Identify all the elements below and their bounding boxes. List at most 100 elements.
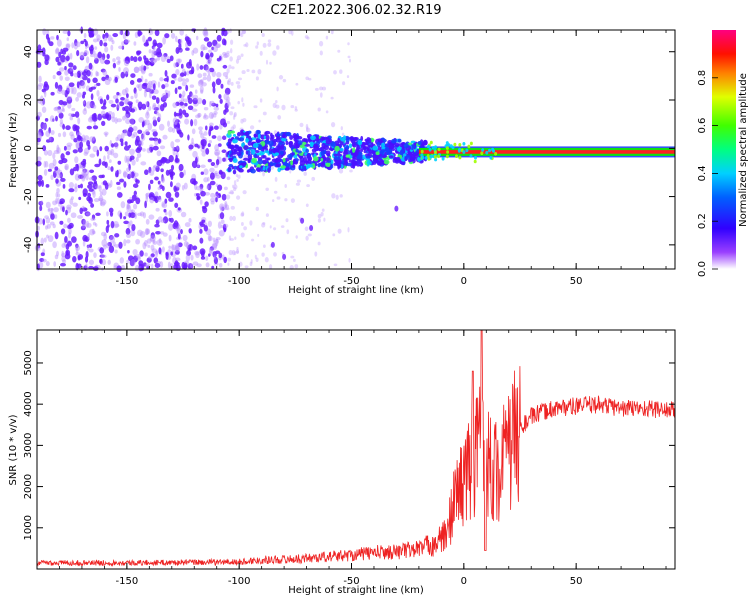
spectrogram-cell (198, 79, 204, 85)
spectrogram-cell (209, 67, 215, 73)
spectrogram-cell (241, 70, 246, 75)
spectrogram-cell (145, 195, 149, 203)
spectrogram-cell (92, 38, 98, 43)
spectrogram-cell (98, 195, 104, 202)
spectrogram-cell (257, 233, 260, 237)
spectrogram-cell (123, 238, 127, 247)
spectrogram-cell (196, 164, 201, 169)
spectrogram-cell (54, 166, 59, 171)
spectrogram-cell (46, 139, 51, 143)
spectrogram-cell (216, 43, 221, 48)
spectrogram-cell (262, 42, 267, 48)
spectrogram-cell (132, 248, 138, 256)
spectrogram-cell (209, 172, 215, 180)
spectrogram-cell (137, 31, 143, 36)
spectrogram-cell (61, 107, 65, 112)
spectrogram-cell (203, 106, 209, 111)
spectrogram-cell (296, 179, 302, 183)
spectrogram-cell (106, 150, 113, 156)
spectrogram-cell (87, 232, 90, 240)
spectrogram-cell (255, 167, 261, 172)
spectrogram-cell (166, 58, 171, 63)
spectrogram-cell (54, 214, 58, 219)
spectrogram-cell (229, 154, 233, 158)
spectrogram-cell (240, 32, 244, 38)
spectrogram-cell (313, 145, 320, 152)
spectrogram-cell (68, 228, 72, 235)
spectrogram-cell (146, 257, 152, 263)
spectrogram-cell (469, 141, 473, 146)
spectrogram-cell (88, 177, 94, 181)
spectrogram-cell (62, 30, 69, 35)
spectrogram-cell (164, 89, 168, 94)
spectrogram-cell (153, 257, 159, 264)
spectrogram-cell (197, 112, 202, 118)
spectrogram-cell (87, 144, 91, 150)
spectrogram-cell (84, 65, 90, 72)
spectrogram-cell (314, 162, 318, 167)
spectrogram-cell (122, 129, 128, 134)
spectrogram-cell (155, 231, 161, 235)
colorbar-ticks: 0.00.20.40.60.8 (697, 70, 718, 277)
spectrogram-cell (191, 160, 198, 169)
spectrogram-cell (345, 154, 351, 158)
spectrogram-cell (199, 183, 204, 190)
spectrogram-cell (121, 45, 125, 50)
spectrogram-cell (335, 150, 338, 154)
spectrogram-cell (352, 157, 356, 161)
spectrogram-cell (157, 103, 161, 111)
spectrogram-cell (100, 68, 106, 73)
spectrogram-cell (277, 115, 282, 120)
spectrogram-cell (171, 146, 175, 152)
spectrogram-cell (175, 35, 178, 43)
spectrogram-cell (130, 229, 136, 237)
spectrogram-cell (224, 87, 231, 95)
spectrogram-cell (45, 184, 50, 188)
spectrogram-cell (200, 79, 204, 84)
spectrogram-cell (233, 180, 237, 186)
spectrogram-cell (155, 165, 160, 173)
spectrogram-cell (117, 59, 121, 64)
spectrogram-cell (417, 140, 422, 146)
spectrogram-cell (99, 200, 103, 207)
spectrogram-cell (106, 53, 110, 60)
spectrogram-cell (112, 58, 116, 63)
spectrogram-cell (207, 234, 212, 242)
spectrogram-cell (82, 205, 85, 210)
spectrogram-cell (201, 205, 207, 210)
spectrogram-cell (262, 221, 266, 225)
spectrogram-cell (288, 141, 293, 146)
spectrogram-cell (284, 163, 291, 167)
spectrogram-cell (200, 256, 206, 260)
spectrogram-cell (196, 63, 200, 71)
spectrogram-cell (159, 77, 164, 82)
spectrogram-cell (160, 168, 164, 173)
spectrogram-cell (187, 105, 194, 111)
spectrogram-cell (377, 138, 382, 142)
spectrogram-cell (137, 212, 143, 217)
spectrogram-cell (124, 39, 131, 43)
spectrogram-cell (179, 171, 184, 179)
spectrogram-x-axis-label: Height of straight line (km) (288, 285, 424, 296)
spectrogram-cell (187, 263, 194, 270)
spectrogram-cell (111, 40, 115, 45)
spectrogram-cell (228, 157, 234, 161)
spectrogram-cell (337, 49, 341, 53)
spectrogram-cell (132, 255, 138, 263)
spectrogram-cell (458, 143, 462, 147)
spectrogram-cell (68, 62, 74, 68)
spectrogram-cell (81, 81, 86, 89)
spectrogram-cell (70, 72, 74, 77)
spectrogram-cell (107, 166, 111, 171)
spectrogram-cell (91, 136, 96, 144)
spectrogram-cell (222, 223, 227, 232)
spectrogram-cell (318, 147, 323, 152)
spectrogram-cell (37, 263, 40, 270)
spectrogram-cell (46, 234, 49, 239)
spectrogram-cell (55, 115, 58, 122)
snr-frame (36, 329, 676, 570)
spectrogram-cell (92, 104, 97, 109)
spectrogram-cell (323, 217, 326, 222)
spectrogram-cell (75, 129, 80, 137)
spectrogram-cell (403, 153, 407, 157)
